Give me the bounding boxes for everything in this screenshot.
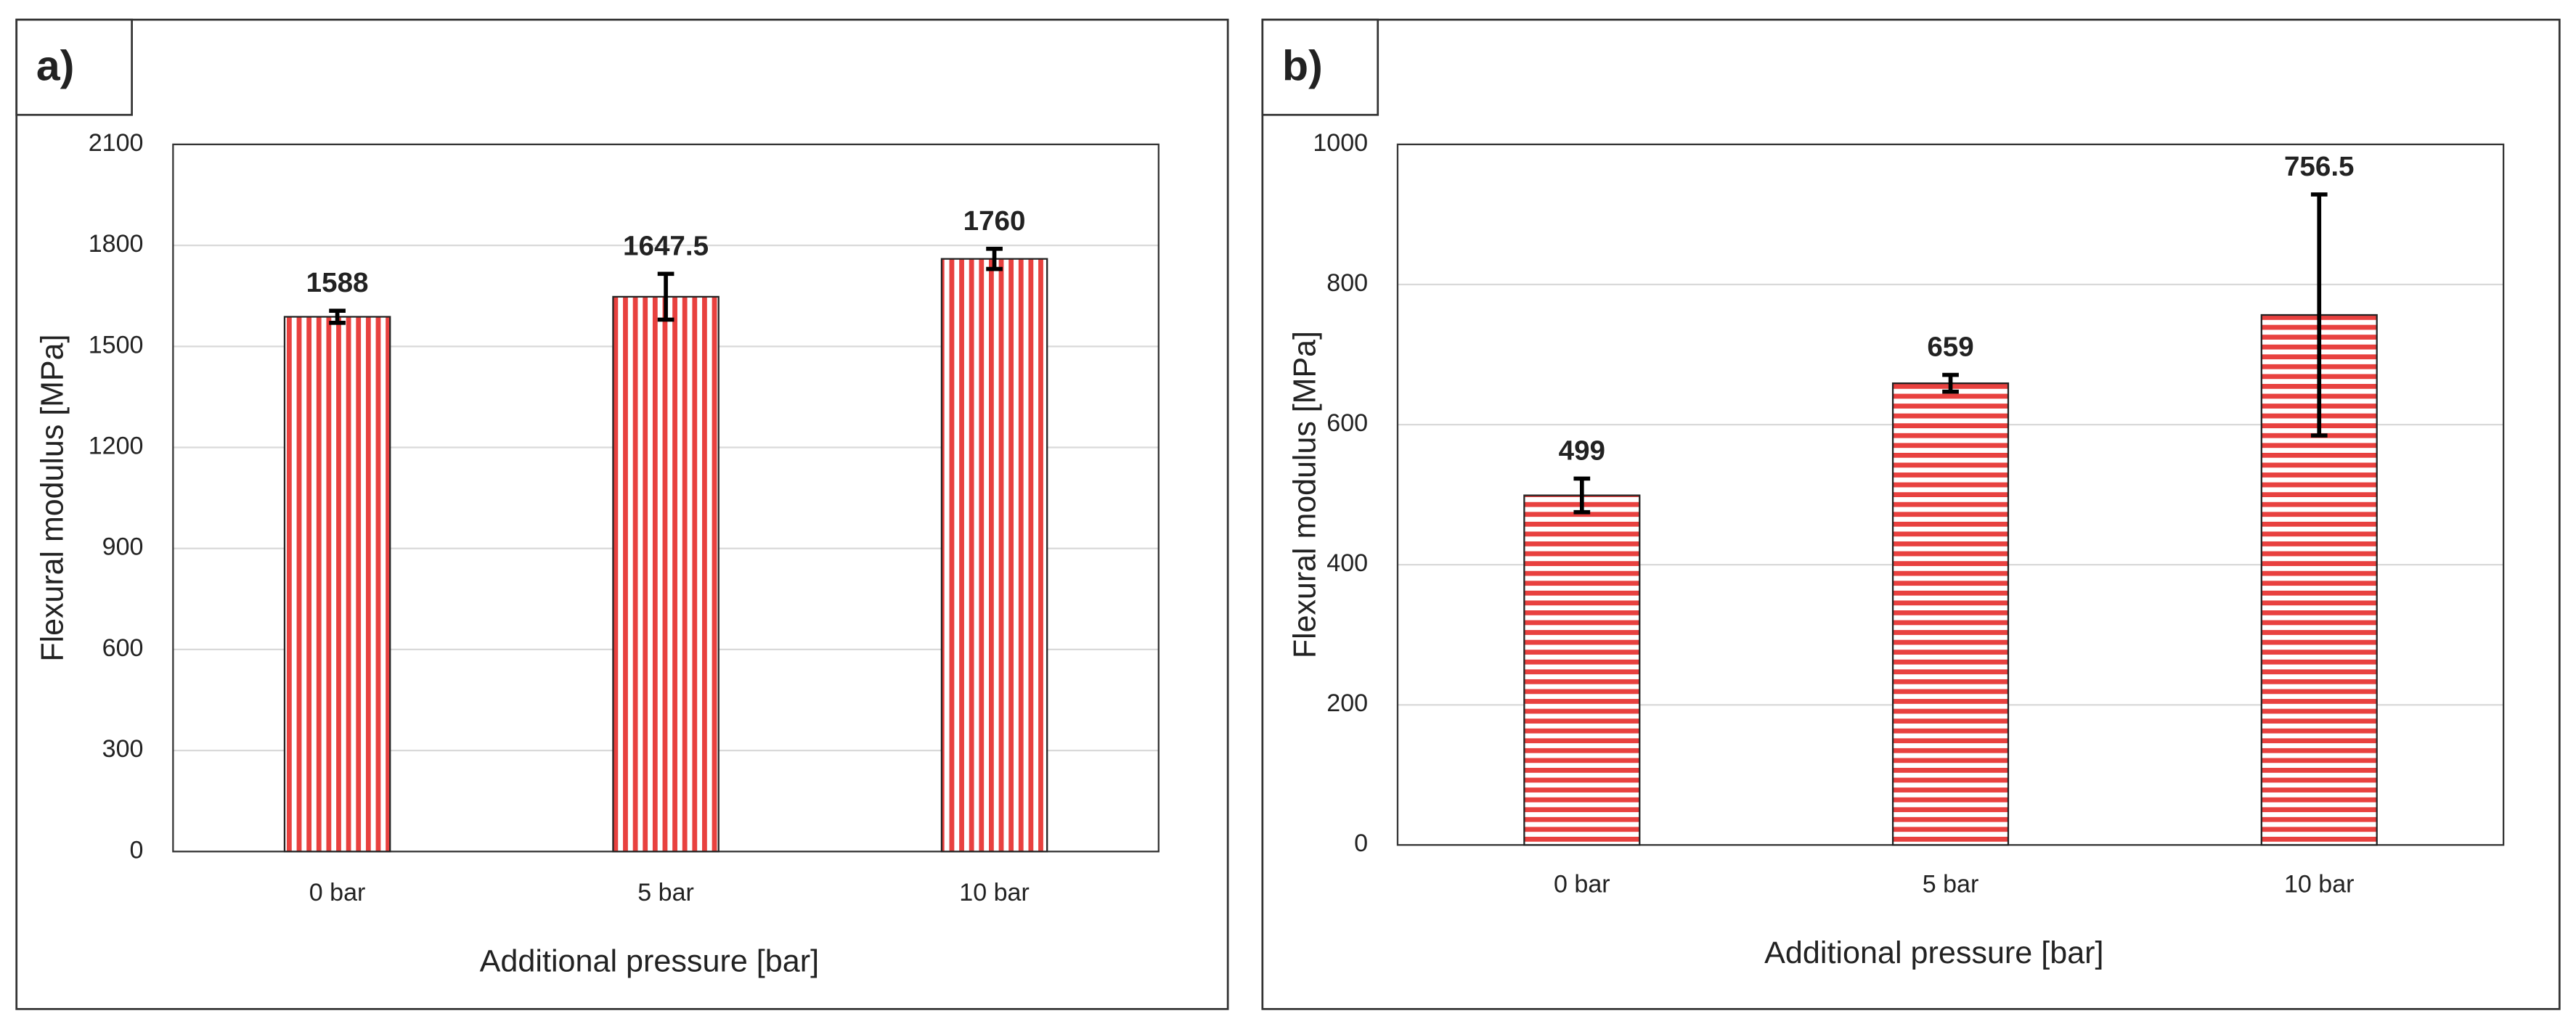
bar: [1891, 382, 2010, 846]
value-label: 659: [1927, 332, 1973, 363]
x-tick-label: 5 bar: [1923, 871, 1979, 898]
x-tick-label: 0 bar: [1554, 871, 1610, 898]
value-label: 756.5: [2284, 151, 2355, 182]
panel-label: a): [36, 43, 74, 90]
bar: [283, 316, 391, 853]
y-tick-label: 1500: [89, 331, 144, 359]
panel-label-box: [1261, 18, 1379, 116]
y-tick-label: 200: [1326, 689, 1368, 717]
y-tick-label: 2100: [89, 129, 144, 157]
panel-label: b): [1282, 43, 1323, 90]
x-tick-label: 10 bar: [959, 879, 1030, 906]
y-tick-label: 900: [102, 533, 144, 561]
x-tick-label: 10 bar: [2284, 871, 2355, 898]
y-axis-label: Flexural modulus [MPa]: [35, 335, 70, 662]
x-tick-label: 0 bar: [309, 879, 366, 906]
y-tick-label: 600: [102, 634, 144, 662]
value-label: 1760: [963, 205, 1026, 237]
y-tick-label: 1000: [1313, 129, 1368, 157]
value-label: 1647.5: [623, 230, 709, 261]
x-tick-label: 5 bar: [637, 879, 694, 906]
x-axis-label: Additional pressure [bar]: [1764, 935, 2103, 970]
y-tick-label: 1800: [89, 230, 144, 258]
y-tick-label: 1200: [89, 433, 144, 460]
bar: [1523, 494, 1641, 846]
y-axis-label: Flexural modulus [MPa]: [1287, 331, 1322, 658]
y-tick-label: 300: [102, 735, 144, 763]
y-tick-label: 800: [1326, 269, 1368, 297]
y-tick-label: 400: [1326, 549, 1368, 577]
value-label: 499: [1559, 435, 1605, 466]
value-label: 1588: [306, 267, 369, 298]
panel-frame: [15, 18, 1229, 1010]
bar: [612, 295, 720, 853]
x-axis-label: Additional pressure [bar]: [480, 943, 819, 978]
y-tick-label: 0: [1354, 830, 1368, 857]
panel-frame: [1261, 18, 2561, 1010]
bar: [940, 258, 1048, 853]
y-tick-label: 600: [1326, 409, 1368, 437]
panel-label-box: [15, 18, 133, 116]
y-tick-label: 0: [130, 836, 144, 864]
